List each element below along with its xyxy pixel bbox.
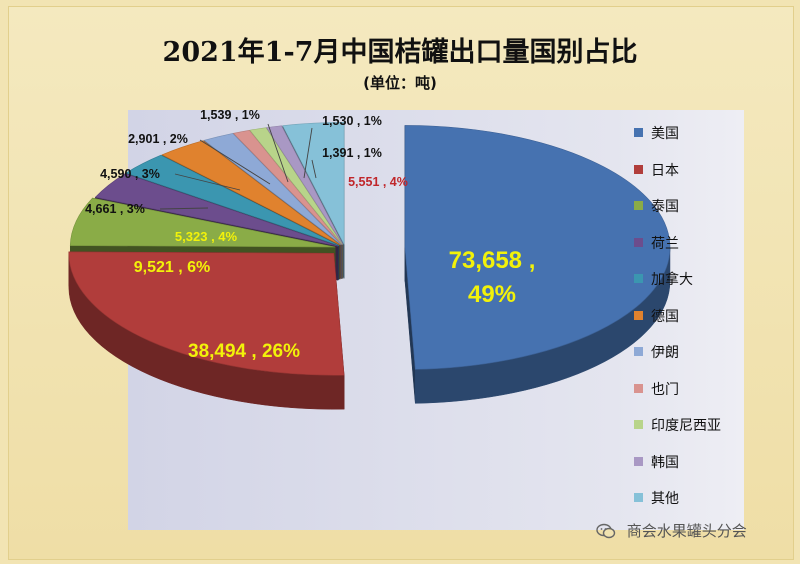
pie-slice-1 [68,251,345,376]
legend-swatch-7 [634,383,643,393]
pie-slice-8 [249,127,343,245]
legend-label-4: 加拿大 [651,272,693,288]
legend-item-6: 伊朗 [634,343,679,363]
data-label-0: 73,658 , [449,247,536,274]
legend-swatch-10 [634,493,643,502]
data-labels: 73,658 , 49% 38,494 , 26% 9,521 , 6% 5,323 ,… [85,108,535,362]
legend-item-10: 其他 [634,489,679,509]
pie-slice-2 [69,197,336,248]
legend-swatch-6 [634,347,643,356]
legend-item-3: 荷兰 [634,234,679,254]
pie-slice-6 [203,133,342,245]
data-label-8: 1,530 , 1% [322,114,382,128]
leader-line-9 [311,159,317,179]
legend-label-5: 德国 [651,308,679,325]
pie-slice-7 [232,129,343,245]
legend-label-8: 印度尼西亚 [651,418,721,434]
legend-swatch-5 [634,310,643,320]
leader-line-6 [199,139,271,185]
data-label-10: 5,551 , 4% [348,175,408,189]
leader-line-7 [267,123,289,183]
data-label-9: 1,391 , 1% [322,146,382,160]
legend-swatch-4 [634,274,643,283]
pie-slice-5 [161,140,341,246]
data-label-1: 38,494 , 26% [188,341,300,362]
leader-line-8 [303,127,313,179]
legend-label-0: 美国 [651,126,679,142]
legend-item-5: 德国 [634,307,679,327]
pie-slice-9 [266,125,344,245]
pie-slice-4 [125,154,340,246]
leader-line-5 [174,173,241,191]
legend-item-2: 泰国 [634,197,679,217]
legend-label-10: 其他 [651,491,679,507]
pie-tops [68,122,671,376]
data-label-0-percent: 49% [468,281,516,308]
chart-subtitle: (单位：吨) [363,74,437,92]
legend-item-1: 日本 [634,161,679,181]
data-label-6: 2,901 , 2% [128,132,188,146]
legend-item-0: 美国 [634,124,679,144]
data-label-4: 4,661 , 3% [85,202,145,216]
legend-swatch-9 [634,456,643,466]
legend-swatch-2 [634,201,643,210]
pie-slice-10 [282,122,345,245]
legend-item-8: 印度尼西亚 [634,416,721,436]
leader-line-4 [159,207,209,210]
legend-label-2: 泰国 [651,199,679,215]
legend-swatch-3 [634,237,643,247]
wechat-icon [596,523,616,539]
data-label-5: 4,590 , 3% [100,167,160,181]
data-label-7: 1,539 , 1% [200,108,260,122]
watermark: 商会水果罐头分会 [596,518,747,544]
legend-item-4: 加拿大 [634,270,693,290]
watermark-text: 商会水果罐头分会 [626,522,747,540]
legend-label-9: 韩国 [651,454,679,471]
legend-swatch-0 [634,128,643,137]
legend-swatch-8 [634,420,643,429]
legend-label-1: 日本 [651,162,679,179]
pie-slice-0 [404,125,671,370]
legend-label-3: 荷兰 [651,235,679,252]
legend-label-6: 伊朗 [651,345,679,361]
legend-label-7: 也门 [651,381,679,398]
legend-item-7: 也门 [634,380,679,400]
data-label-2: 9,521 , 6% [134,259,211,276]
legend-item-9: 韩国 [634,453,679,473]
chart-title: 2021年1-7月中国桔罐出口量国别占比 [162,37,638,68]
legend-swatch-1 [634,164,643,174]
data-label-3: 5,323 , 4% [175,229,238,244]
pie-slice-3 [94,173,339,247]
